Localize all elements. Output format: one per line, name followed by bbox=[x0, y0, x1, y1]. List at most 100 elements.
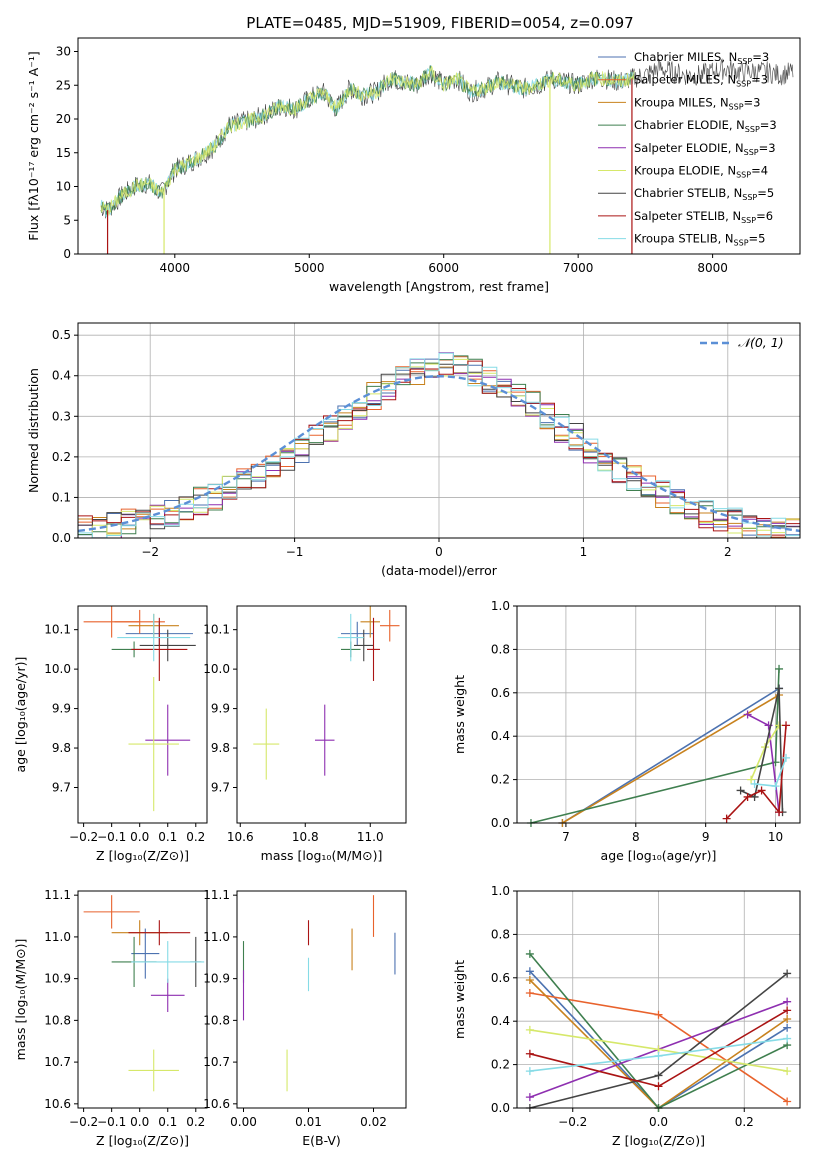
weight-marker bbox=[654, 1010, 663, 1019]
weight-marker bbox=[775, 808, 784, 817]
x-tick-label: 9 bbox=[702, 830, 710, 844]
weight-marker bbox=[525, 1093, 534, 1102]
y-tick-label: 9.7 bbox=[211, 780, 230, 794]
x-tick-label: 8 bbox=[632, 830, 640, 844]
weight-marker bbox=[525, 1025, 534, 1034]
y-tick-label: 10.9 bbox=[203, 972, 230, 986]
y-tick-label: 10 bbox=[56, 180, 71, 194]
weight-marker bbox=[783, 1006, 792, 1015]
spectrum-series-line bbox=[100, 65, 635, 216]
y-tick-label: 0.3 bbox=[52, 409, 71, 423]
y-tick-label: 9.8 bbox=[52, 741, 71, 755]
legend-entry: Kroupa STELIB, NSSP=5 bbox=[634, 232, 765, 248]
weight_vs_Z-xlabel: Z [log₁₀(Z/Z⊙)] bbox=[612, 1133, 705, 1148]
mass_vs_Z-xlabel: Z [log₁₀(Z/Z⊙)] bbox=[96, 1133, 189, 1148]
y-tick-label: 0.5 bbox=[52, 328, 71, 342]
weight-marker bbox=[525, 988, 534, 997]
spectrum-ylabel: Flux [fλ10⁻¹⁷ erg cm⁻² s⁻¹ A⁻¹] bbox=[26, 51, 41, 240]
y-tick-label: 0.0 bbox=[52, 531, 71, 545]
axes-frame bbox=[516, 605, 801, 824]
y-tick-label: 10.0 bbox=[44, 662, 71, 676]
axes-frame bbox=[77, 605, 208, 824]
axes-frame bbox=[77, 37, 801, 255]
y-tick-label: 0.4 bbox=[52, 369, 71, 383]
weight-marker bbox=[525, 1049, 534, 1058]
x-tick-label: 6000 bbox=[428, 261, 459, 275]
weight-marker bbox=[775, 721, 784, 730]
legend-entry: 𝒩(0, 1) bbox=[738, 335, 784, 350]
weight_vs_age-panel bbox=[513, 605, 800, 827]
x-tick-label: 4000 bbox=[160, 261, 191, 275]
x-tick-label: 0.2 bbox=[735, 1115, 754, 1129]
y-tick-label: 0.6 bbox=[491, 686, 510, 700]
weight-marker bbox=[654, 1051, 663, 1060]
y-tick-label: 15 bbox=[56, 146, 71, 160]
y-tick-label: 9.7 bbox=[52, 780, 71, 794]
weight-marker bbox=[525, 1067, 534, 1076]
x-tick-label: 0.1 bbox=[158, 1115, 177, 1129]
spectrum-xlabel: wavelength [Angstrom, rest frame] bbox=[329, 279, 549, 294]
legend-entry: Chabrier STELIB, NSSP=5 bbox=[634, 186, 774, 202]
weight-marker bbox=[743, 710, 752, 719]
weight-marker bbox=[783, 1015, 792, 1024]
x-tick-label: −2 bbox=[141, 545, 159, 559]
y-tick-label: 11.0 bbox=[44, 930, 71, 944]
x-tick-label: 0.1 bbox=[158, 830, 177, 844]
weight-marker bbox=[747, 775, 756, 784]
axes-frame bbox=[77, 890, 208, 1109]
mass_vs_Z-ylabel: mass [log₁₀(M/M⊙)] bbox=[13, 939, 28, 1061]
y-tick-label: 10.6 bbox=[203, 1097, 230, 1111]
weight-line bbox=[561, 694, 780, 824]
x-tick-label: 11.0 bbox=[357, 830, 384, 844]
y-tick-label: 1.0 bbox=[491, 599, 510, 613]
mass_vs_ebv-xlabel: E(B-V) bbox=[302, 1133, 341, 1148]
weight_vs_age-xlabel: age [log₁₀(age/yr)] bbox=[601, 848, 717, 863]
weight-marker bbox=[743, 792, 752, 801]
y-tick-label: 0.2 bbox=[491, 773, 510, 787]
legend-entry: Kroupa MILES, NSSP=3 bbox=[634, 95, 760, 111]
y-tick-label: 0.8 bbox=[491, 927, 510, 941]
weight-marker bbox=[782, 753, 791, 762]
x-tick-label: 0.02 bbox=[360, 1115, 387, 1129]
x-tick-label: −0.1 bbox=[97, 830, 126, 844]
weight-marker bbox=[654, 1071, 663, 1080]
weight-line bbox=[561, 687, 780, 824]
x-tick-label: 0.0 bbox=[130, 1115, 149, 1129]
y-tick-label: 20 bbox=[56, 112, 71, 126]
x-tick-label: 0 bbox=[435, 545, 443, 559]
x-tick-label: 0.00 bbox=[230, 1115, 257, 1129]
y-tick-label: 30 bbox=[56, 45, 71, 59]
y-tick-label: 9.8 bbox=[211, 741, 230, 755]
y-tick-label: 9.9 bbox=[52, 702, 71, 716]
weight-marker bbox=[783, 1067, 792, 1076]
normal-curve bbox=[77, 374, 801, 533]
y-tick-label: 0.1 bbox=[52, 490, 71, 504]
x-tick-label: 0.0 bbox=[130, 830, 149, 844]
x-tick-label: −1 bbox=[286, 545, 304, 559]
y-tick-label: 25 bbox=[56, 78, 71, 92]
age_vs_Z-ylabel: age [log₁₀(age/yr)] bbox=[13, 657, 28, 773]
legend-entry: Chabrier MILES, NSSP=3 bbox=[634, 50, 769, 66]
y-tick-label: 11.1 bbox=[203, 888, 230, 902]
weight-marker bbox=[771, 782, 780, 791]
weight-marker bbox=[757, 786, 766, 795]
axes-frame bbox=[516, 890, 801, 1109]
age_vs_Z-panel bbox=[74, 629, 197, 827]
x-tick-label: 1 bbox=[580, 545, 588, 559]
spectrum-series-line bbox=[100, 58, 794, 219]
y-tick-label: 10.7 bbox=[203, 1055, 230, 1069]
age_vs_mass-xlabel: mass [log₁₀(M/M⊙)] bbox=[261, 848, 383, 863]
weight-marker bbox=[783, 1023, 792, 1032]
x-tick-label: 10.6 bbox=[227, 830, 254, 844]
weight-marker bbox=[525, 975, 534, 984]
axes-frame bbox=[236, 890, 407, 1109]
x-tick-label: 7000 bbox=[563, 261, 594, 275]
y-tick-label: 0.0 bbox=[491, 816, 510, 830]
y-tick-label: 10.9 bbox=[44, 972, 71, 986]
y-tick-label: 0.6 bbox=[491, 971, 510, 985]
axes-frame bbox=[77, 322, 801, 539]
weight-marker bbox=[525, 967, 534, 976]
y-tick-label: 10.1 bbox=[44, 623, 71, 637]
y-tick-label: 5 bbox=[63, 213, 71, 227]
y-tick-label: 10.0 bbox=[203, 662, 230, 676]
